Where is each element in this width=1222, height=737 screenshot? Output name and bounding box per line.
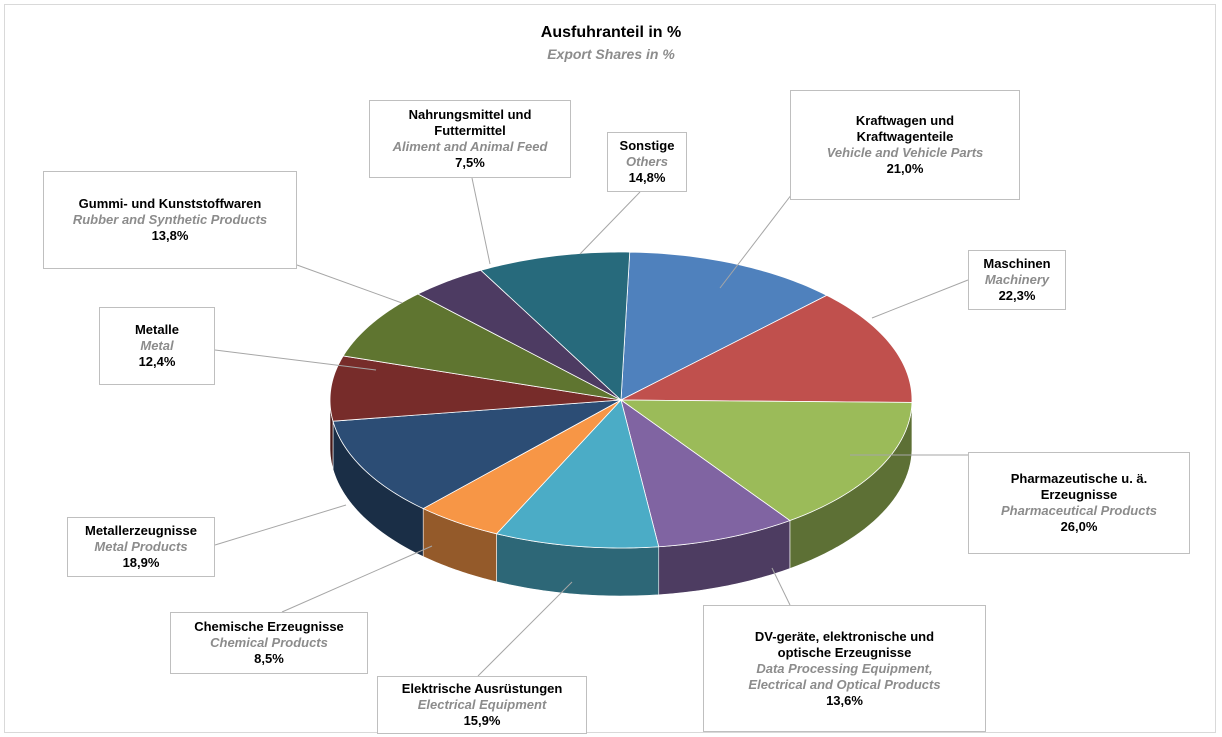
data-label: Chemische Erzeugnisse Chemical Products 8,… [170, 612, 368, 674]
slice [620, 294, 913, 403]
leader-line [477, 581, 573, 677]
label-value: 14,8% [628, 170, 666, 185]
data-label: Elektrische Ausrüstungen Electrical Equip… [377, 676, 587, 734]
label-de: Metalle [134, 322, 180, 337]
slice [342, 293, 622, 401]
label-value: 15,9% [463, 713, 501, 728]
label-en: Electrical Equipment [417, 697, 547, 712]
slice [332, 399, 622, 509]
label-de: Kraftwagen und Kraftwagenteile [855, 113, 955, 144]
data-label: Metalle Metal 12,4% [99, 307, 215, 385]
label-value: 12,4% [138, 354, 176, 369]
label-en: Data Processing Equipment, Electrical an… [748, 660, 941, 692]
data-label: Kraftwagen und Kraftwagenteile Vehicle an… [790, 90, 1020, 200]
label-de: Metallerzeugnisse [85, 523, 197, 538]
label-de: Maschinen [983, 256, 1051, 271]
label-value: 7,5% [455, 155, 485, 170]
leader-line [871, 279, 969, 319]
label-de: Gummi- und Kunststoffwaren [78, 196, 262, 211]
label-en: Metal Products [94, 539, 188, 554]
data-label: Sonstige Others 14,8% [607, 132, 687, 192]
slice [620, 399, 791, 548]
slice [619, 399, 913, 521]
label-value: 21,0% [886, 161, 924, 176]
label-en: Chemical Products [210, 635, 328, 650]
label-en: Aliment and Animal Feed [392, 139, 548, 154]
chart-frame [4, 4, 1216, 733]
leader-line [214, 504, 347, 546]
label-de: DV-geräte, elektronische und optische Er… [754, 628, 935, 660]
data-label: Maschinen Machinery 22,3% [968, 250, 1066, 310]
data-label: DV-geräte, elektronische und optische Er… [703, 605, 986, 732]
label-de: Chemische Erzeugnisse [194, 619, 344, 634]
label-value: 22,3% [998, 288, 1036, 303]
label-value: 26,0% [1060, 519, 1098, 534]
label-de: Sonstige [619, 138, 675, 153]
label-en: Others [626, 154, 668, 169]
label-value: 8,5% [254, 651, 284, 666]
label-value: 13,6% [826, 692, 863, 708]
label-value: 13,8% [151, 228, 189, 243]
data-label: Metallerzeugnisse Metal Products 18,9% [67, 517, 215, 577]
slice [620, 251, 828, 401]
slice [422, 399, 622, 535]
leader-line [281, 545, 433, 613]
slice [417, 269, 622, 401]
label-de: Elektrische Ausrüstungen [401, 681, 563, 696]
leader-line [214, 349, 377, 371]
label-en: Rubber and Synthetic Products [72, 212, 268, 227]
label-en: Pharmaceutical Products [1000, 503, 1158, 518]
chart-subtitle: Export Shares in % [547, 46, 675, 62]
leader-line [296, 264, 403, 304]
leader-line [471, 177, 491, 265]
leader-line [719, 189, 796, 289]
label-de: Nahrungsmittel und Futtermittel [408, 107, 532, 138]
label-en: Vehicle and Vehicle Parts [826, 145, 984, 160]
data-label: Gummi- und Kunststoffwaren Rubber and Syn… [43, 171, 297, 269]
slice [480, 251, 631, 401]
leader-line [579, 191, 641, 255]
slice [495, 399, 660, 549]
label-value: 18,9% [122, 555, 160, 570]
label-de: Pharmazeutische u. ä. Erzeugnisse [1010, 471, 1148, 502]
chart-title: Ausfuhranteil in % [540, 24, 682, 41]
label-en: Machinery [984, 272, 1050, 287]
data-label: Pharmazeutische u. ä. Erzeugnisse Pharmac… [968, 452, 1190, 554]
data-label: Nahrungsmittel und Futtermittel Aliment a… [369, 100, 571, 178]
label-en: Metal [140, 338, 174, 353]
leader-line [771, 567, 791, 606]
